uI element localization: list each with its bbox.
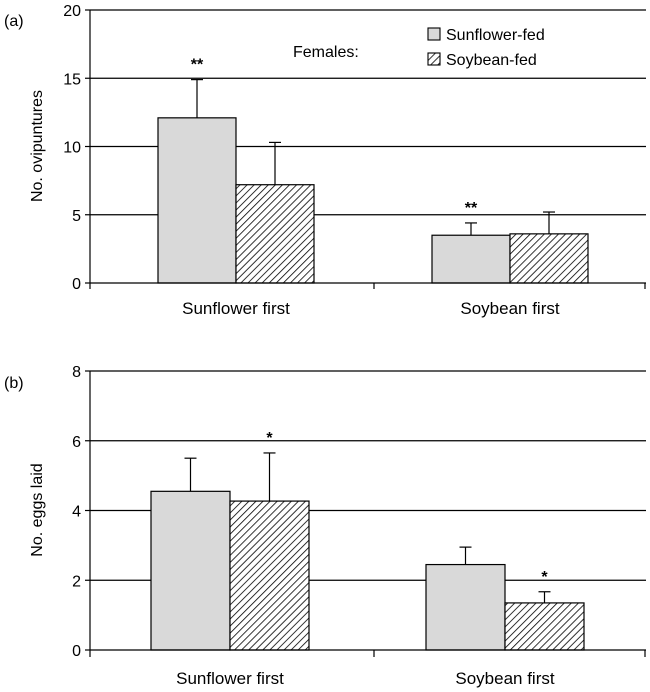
legend-title: Females: bbox=[293, 44, 359, 61]
y-tick-label: 20 bbox=[63, 3, 81, 20]
bar-soybean-fed-1 bbox=[504, 602, 585, 651]
axes-a bbox=[89, 10, 646, 289]
panel-label-a: (a) bbox=[4, 13, 24, 30]
category-label: Sunflower first bbox=[176, 669, 284, 688]
panel-label-b: (b) bbox=[4, 375, 24, 392]
legend-entry: Sunflower-fed bbox=[446, 27, 545, 44]
y-tick-label: 10 bbox=[63, 140, 81, 157]
axes-b bbox=[89, 371, 646, 657]
legend: Sunflower-fed Soybean-fed bbox=[427, 27, 545, 69]
category-label: Sunflower first bbox=[182, 299, 290, 318]
error-bars-b bbox=[184, 452, 551, 603]
error-bars-a bbox=[191, 79, 555, 236]
category-labels-b: Sunflower first Soybean first bbox=[176, 669, 555, 688]
bars-a bbox=[157, 117, 589, 284]
significance-mark: ** bbox=[465, 200, 478, 217]
significance-mark: ** bbox=[191, 57, 204, 74]
y-ticks-a: 0 5 10 15 20 bbox=[63, 3, 90, 293]
bar-soybean-fed-0 bbox=[235, 184, 315, 284]
legend-entry: Soybean-fed bbox=[446, 52, 537, 69]
panel-a: (a) No. ovipuntures 0 5 10 15 20 ** ** Sunflo… bbox=[4, 3, 646, 318]
bars-b bbox=[150, 490, 585, 651]
y-tick-label: 8 bbox=[72, 364, 81, 381]
y-tick-label: 4 bbox=[72, 504, 81, 521]
significance-mark: * bbox=[266, 430, 273, 447]
category-labels-a: Sunflower first Soybean first bbox=[182, 299, 560, 318]
bar-sunflower-fed-0 bbox=[157, 117, 237, 284]
y-tick-label: 0 bbox=[72, 643, 81, 660]
y-axis-label-b: No. eggs laid bbox=[29, 463, 46, 556]
y-axis-label-a: No. ovipuntures bbox=[29, 90, 46, 202]
legend-swatch bbox=[427, 52, 441, 66]
significance-b: ** bbox=[266, 430, 548, 586]
category-label: Soybean first bbox=[460, 299, 559, 318]
y-tick-label: 2 bbox=[72, 573, 81, 590]
y-tick-label: 0 bbox=[72, 276, 81, 293]
y-tick-label: 5 bbox=[72, 208, 81, 225]
significance-mark: * bbox=[541, 569, 548, 586]
bar-sunflower-fed-0 bbox=[150, 490, 231, 651]
bar-sunflower-fed-1 bbox=[425, 563, 506, 651]
bar-soybean-fed-1 bbox=[509, 233, 589, 284]
significance-a: ** ** bbox=[191, 57, 478, 217]
bar-sunflower-fed-1 bbox=[431, 234, 511, 284]
bar-soybean-fed-0 bbox=[229, 500, 310, 651]
y-tick-label: 15 bbox=[63, 71, 81, 88]
legend-swatch bbox=[427, 27, 441, 41]
category-label: Soybean first bbox=[455, 669, 554, 688]
y-ticks-b: 0 2 4 6 8 bbox=[72, 364, 90, 660]
y-tick-label: 6 bbox=[72, 434, 81, 451]
